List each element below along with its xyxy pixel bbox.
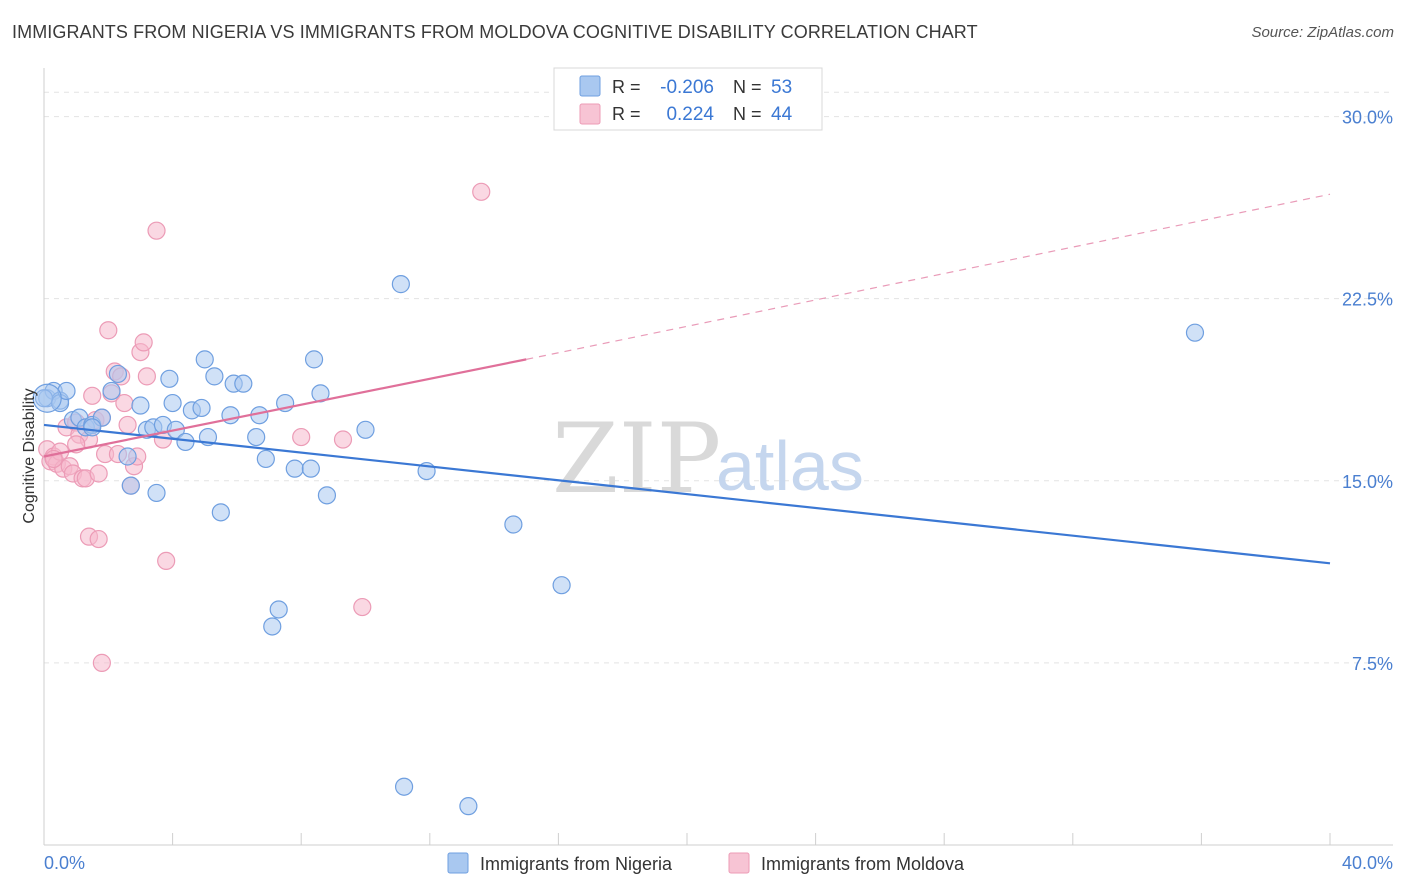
legend-swatch-moldova xyxy=(579,103,601,125)
x-tick-marks xyxy=(172,833,1331,845)
nigeria-trend-line xyxy=(43,423,1331,565)
moldova-trend-extension xyxy=(526,193,1331,360)
chart-title: IMMIGRANTS FROM NIGERIA VS IMMIGRANTS FR… xyxy=(12,22,978,42)
moldova-point xyxy=(147,221,166,240)
moldova-point xyxy=(92,653,111,672)
x-tick-label-max: 40.0% xyxy=(1342,853,1393,873)
y-tick-label: 7.5% xyxy=(1352,654,1393,674)
legend-n-value-2: 44 xyxy=(771,104,793,125)
nigeria-point xyxy=(256,449,275,469)
legend-swatch-series2 xyxy=(728,852,750,874)
nigeria-point-cluster xyxy=(32,383,62,413)
moldova-point xyxy=(99,321,118,340)
nigeria-point xyxy=(304,350,324,369)
nigeria-point xyxy=(301,459,320,478)
legend-r-label-2: R = xyxy=(612,104,641,124)
nigeria-point xyxy=(192,398,211,418)
moldova-point xyxy=(83,386,102,405)
nigeria-point xyxy=(285,459,304,478)
nigeria-point xyxy=(394,777,414,796)
nigeria-point xyxy=(234,374,253,393)
nigeria-point xyxy=(57,381,76,401)
nigeria-point xyxy=(356,420,375,439)
nigeria-point xyxy=(317,486,337,505)
legend-n-value-1: 53 xyxy=(771,77,792,98)
nigeria-point xyxy=(391,275,410,294)
nigeria-point xyxy=(118,447,137,466)
nigeria-point xyxy=(247,427,266,447)
watermark-atlas: atlas xyxy=(716,427,864,505)
nigeria-point xyxy=(552,576,571,595)
moldova-point xyxy=(89,529,108,549)
legend-n-label-2: N = xyxy=(733,104,762,124)
nigeria-point xyxy=(108,364,128,384)
nigeria-point xyxy=(163,393,182,413)
moldova-point xyxy=(333,430,353,449)
moldova-point xyxy=(115,393,134,413)
nigeria-point xyxy=(504,515,523,534)
source-label: Source: ZipAtlas.com xyxy=(1251,24,1394,41)
y-tick-labels: 7.5% 15.0% 22.5% 30.0% xyxy=(1342,108,1393,674)
nigeria-point xyxy=(195,350,214,369)
trend-lines xyxy=(43,193,1331,565)
nigeria-point xyxy=(83,418,102,437)
series-legend: Immigrants from Nigeria Immigrants from … xyxy=(447,852,965,874)
moldova-point xyxy=(89,464,108,483)
legend-r-value-1: -0.206 xyxy=(660,77,714,98)
legend-n-label-1: N = xyxy=(733,77,762,97)
nigeria-point xyxy=(269,600,288,619)
nigeria-point xyxy=(263,617,282,636)
moldova-point xyxy=(157,551,176,571)
legend-r-label-1: R = xyxy=(612,77,641,97)
nigeria-points xyxy=(32,275,1205,816)
moldova-point xyxy=(472,182,491,201)
nigeria-point xyxy=(102,381,121,401)
nigeria-point xyxy=(176,432,195,452)
stats-legend: R = -0.206 N = 53 R = 0.224 N = 44 xyxy=(553,67,823,131)
legend-label-series1: Immigrants from Nigeria xyxy=(480,854,673,874)
nigeria-point xyxy=(211,503,230,522)
legend-r-value-2: 0.224 xyxy=(666,104,714,125)
nigeria-point xyxy=(1185,323,1205,342)
nigeria-point xyxy=(205,367,224,386)
x-tick-label-min: 0.0% xyxy=(44,853,85,873)
legend-swatch-nigeria xyxy=(579,75,601,97)
nigeria-point xyxy=(121,476,140,495)
y-axis-label: Cognitive Disability xyxy=(21,388,38,523)
y-tick-label: 22.5% xyxy=(1342,290,1393,310)
moldova-trend-line xyxy=(43,358,527,458)
moldova-point xyxy=(353,597,372,617)
moldova-points xyxy=(38,182,491,672)
legend-label-series2: Immigrants from Moldova xyxy=(761,854,965,874)
nigeria-point xyxy=(147,483,166,503)
moldova-point xyxy=(292,427,311,447)
legend-swatch-series1 xyxy=(447,852,469,874)
watermark-zip: ZIP xyxy=(552,403,721,515)
nigeria-point xyxy=(34,389,54,408)
y-tick-label: 15.0% xyxy=(1342,472,1393,492)
y-tick-label: 30.0% xyxy=(1342,108,1393,128)
moldova-point xyxy=(134,333,153,352)
moldova-point xyxy=(118,415,137,435)
watermark: ZIP atlas xyxy=(552,403,864,515)
nigeria-point xyxy=(131,396,150,415)
moldova-point xyxy=(137,367,156,386)
nigeria-point xyxy=(160,369,179,388)
nigeria-point xyxy=(459,797,478,816)
